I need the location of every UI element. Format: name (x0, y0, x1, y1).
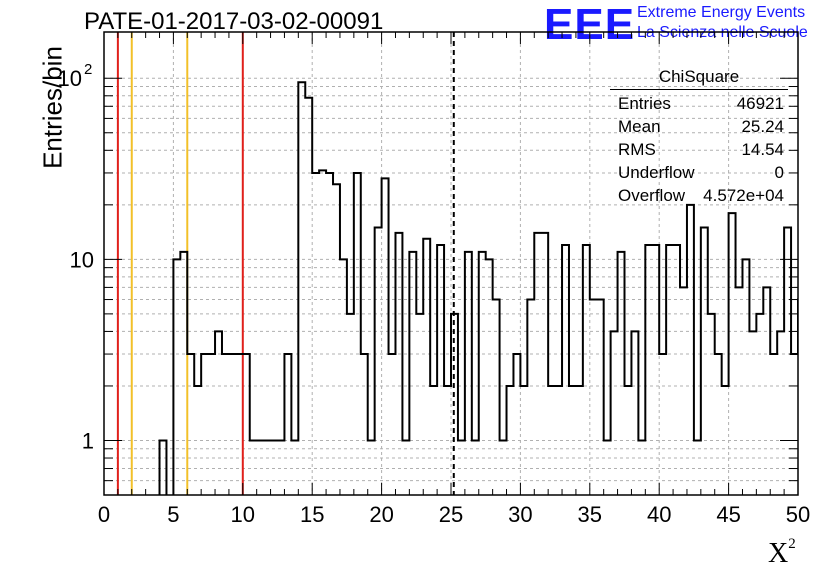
x-axis-label-superscript: 2 (788, 536, 796, 552)
x-tick-label: 10 (231, 502, 255, 527)
stats-value: 25.24 (741, 117, 784, 136)
histogram-bars (158, 81, 798, 495)
stats-value: 0 (774, 163, 784, 182)
x-tick-label: 50 (786, 502, 810, 527)
stats-label: Overflow (618, 186, 686, 205)
x-tick-label: 45 (716, 502, 740, 527)
chart-title: PATE-01-2017-03-02-00091 (84, 8, 384, 35)
x-tick-label: 35 (578, 502, 602, 527)
y-tick-label-exponent: 2 (84, 61, 92, 78)
stats-value: 46921 (736, 94, 784, 113)
stats-row-overflow: Overflow 4.572e+04 (610, 184, 798, 207)
x-tick-label: 40 (647, 502, 671, 527)
stats-box: ChiSquare Entries 46921 Mean 25.24 RMS 1… (610, 67, 798, 207)
y-axis-label: Entries/bin (37, 46, 68, 169)
stats-title: ChiSquare (610, 67, 788, 90)
x-tick-label: 5 (167, 502, 179, 527)
stats-label: Mean (618, 117, 661, 136)
stats-row-mean: Mean 25.24 (610, 115, 798, 138)
histogram-layer (158, 81, 798, 495)
stats-value: 4.572e+04 (703, 186, 784, 205)
stats-row-rms: RMS 14.54 (610, 138, 798, 161)
y-tick-label: 10 (70, 247, 94, 272)
histogram-clip-group (158, 81, 798, 495)
eee-logo: EEE (544, 0, 636, 49)
stats-row-underflow: Underflow 0 (610, 161, 798, 184)
y-tick-label: 1 (82, 428, 94, 453)
x-axis-label: X2 (768, 536, 796, 570)
x-tick-label: 15 (300, 502, 324, 527)
x-tick-label: 20 (369, 502, 393, 527)
logo-caption-line1: Extreme Energy Events (637, 4, 806, 21)
x-tick-label: 0 (98, 502, 110, 527)
stats-row-entries: Entries 46921 (610, 92, 798, 115)
stats-label: Underflow (618, 163, 695, 182)
x-axis-label-base: X (768, 538, 789, 569)
y-tick-label: 10 (58, 66, 82, 91)
stats-label: RMS (618, 140, 656, 159)
stats-value: 14.54 (741, 140, 784, 159)
x-tick-label: 30 (508, 502, 532, 527)
x-tick-label: 25 (439, 502, 463, 527)
stats-label: Entries (618, 94, 671, 113)
